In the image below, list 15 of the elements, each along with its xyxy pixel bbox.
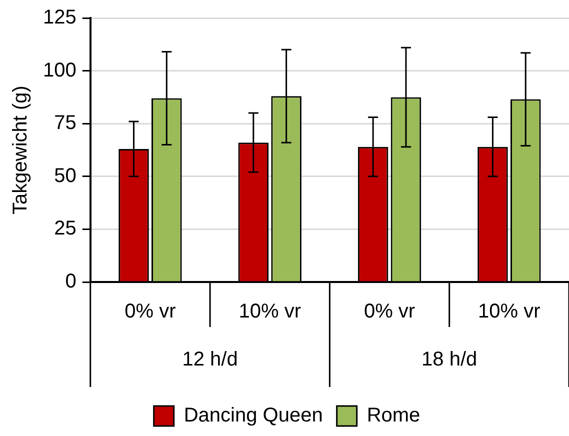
x-tick-label: 10% vr xyxy=(478,300,541,323)
x-tick-label: 10% vr xyxy=(238,300,302,323)
legend-label: Rome xyxy=(366,404,420,427)
y-tick-label: 75 xyxy=(54,112,76,134)
y-tick-label: 100 xyxy=(42,59,76,82)
y-tick-label: 50 xyxy=(54,164,76,187)
y-axis-title: Takgewicht (g) xyxy=(10,86,32,214)
y-tick-label: 25 xyxy=(54,218,76,240)
text: 12 h/d xyxy=(182,348,238,371)
y-tick-label: 125 xyxy=(42,6,76,29)
legend-label: Dancing Queen xyxy=(184,404,323,427)
y-tick-label: 0 xyxy=(65,270,76,293)
x-tick-label: 0% vr xyxy=(364,300,416,323)
text: 18 h/d xyxy=(422,348,478,371)
x-tick-label: 0% vr xyxy=(124,300,176,323)
